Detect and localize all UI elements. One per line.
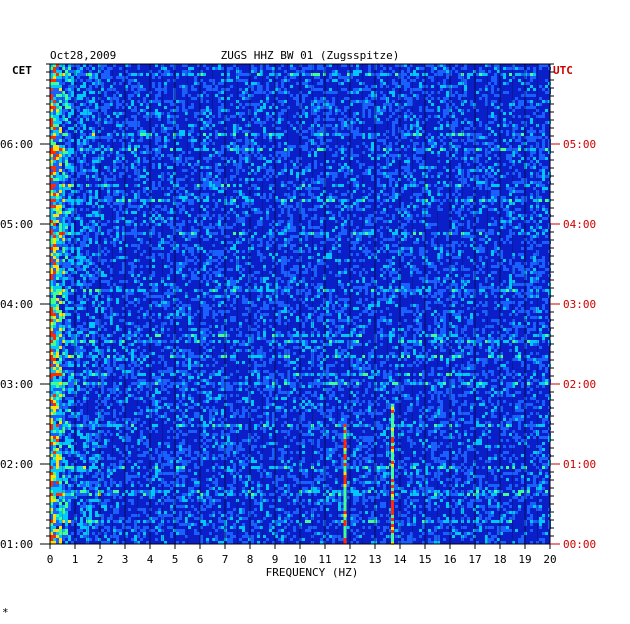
x-tick-label: 10 xyxy=(293,553,306,566)
left-time-axis: 06:00 05:00 04:00 03:00 02:00 01:00 xyxy=(0,63,50,551)
x-tick-label: 11 xyxy=(318,553,331,566)
x-tick-label: 19 xyxy=(518,553,531,566)
x-tick-label: 15 xyxy=(418,553,431,566)
footer-mark: * xyxy=(2,606,9,619)
right-tick-label: 03:00 xyxy=(563,298,596,311)
right-tick-label: 04:00 xyxy=(563,218,596,231)
x-tick-label: 0 xyxy=(47,553,54,566)
right-tick-label: 02:00 xyxy=(563,378,596,391)
x-tick-label: 3 xyxy=(122,553,129,566)
right-tick-label: 00:00 xyxy=(563,538,596,551)
x-tick-label: 17 xyxy=(468,553,481,566)
left-tick-label: 02:00 xyxy=(0,458,33,471)
chart-title: ZUGS HHZ BW 01 (Zugsspitze) xyxy=(221,49,400,62)
left-tick-label: 01:00 xyxy=(0,538,33,551)
x-tick-label: 4 xyxy=(147,553,154,566)
x-tick-label: 18 xyxy=(493,553,506,566)
x-tick-label: 5 xyxy=(172,553,179,566)
left-tick-label: 06:00 xyxy=(0,138,33,151)
x-tick-label: 1 xyxy=(72,553,79,566)
x-tick-label: 16 xyxy=(443,553,456,566)
x-axis-label: FREQUENCY (HZ) xyxy=(266,566,359,579)
left-axis-label: CET xyxy=(12,64,32,77)
right-time-axis: 05:00 04:00 03:00 02:00 01:00 00:00 xyxy=(550,63,596,551)
x-tick-label: 7 xyxy=(222,553,229,566)
date-label: Oct28,2009 xyxy=(50,49,116,62)
x-tick-label: 2 xyxy=(97,553,104,566)
right-tick-label: 05:00 xyxy=(563,138,596,151)
x-tick-label: 9 xyxy=(272,553,279,566)
left-tick-label: 03:00 xyxy=(0,378,33,391)
right-axis-label: UTC xyxy=(553,64,573,77)
x-tick-label: 20 xyxy=(543,553,556,566)
x-tick-label: 13 xyxy=(368,553,381,566)
x-tick-label: 6 xyxy=(197,553,204,566)
left-tick-label: 04:00 xyxy=(0,298,33,311)
right-tick-label: 01:00 xyxy=(563,458,596,471)
x-tick-label: 12 xyxy=(343,553,356,566)
x-tick-label: 8 xyxy=(247,553,254,566)
plot-grid xyxy=(49,63,551,545)
frequency-axis: 0 1 2 3 4 5 6 7 8 9 10 11 12 13 14 15 16 17 18 19 20 xyxy=(47,544,557,566)
x-tick-label: 14 xyxy=(393,553,407,566)
left-tick-label: 05:00 xyxy=(0,218,33,231)
